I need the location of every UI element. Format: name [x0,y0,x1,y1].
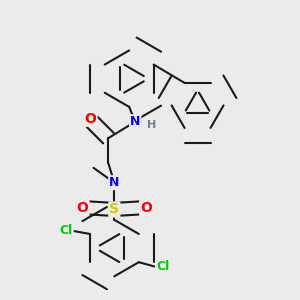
Text: Cl: Cl [59,224,73,238]
Text: O: O [76,201,88,215]
Text: H: H [147,120,156,130]
Text: Cl: Cl [156,260,169,273]
Text: N: N [109,176,119,189]
Text: S: S [109,202,119,216]
Text: O: O [140,201,152,215]
Text: O: O [85,112,97,126]
Text: N: N [130,115,140,128]
